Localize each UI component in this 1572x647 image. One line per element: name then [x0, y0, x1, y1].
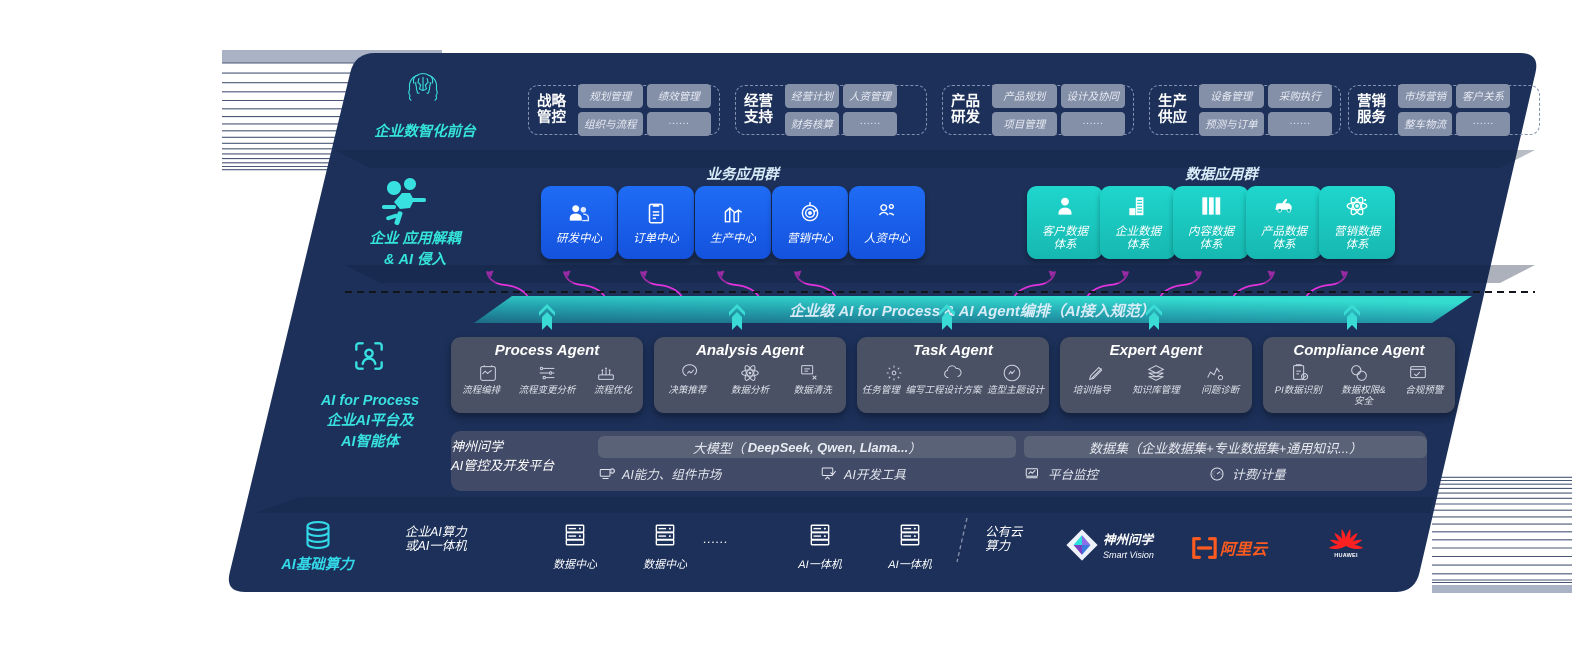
svg-text:HUAWEI: HUAWEI [1334, 553, 1358, 559]
svg-text:阿里云: 阿里云 [1220, 542, 1270, 559]
